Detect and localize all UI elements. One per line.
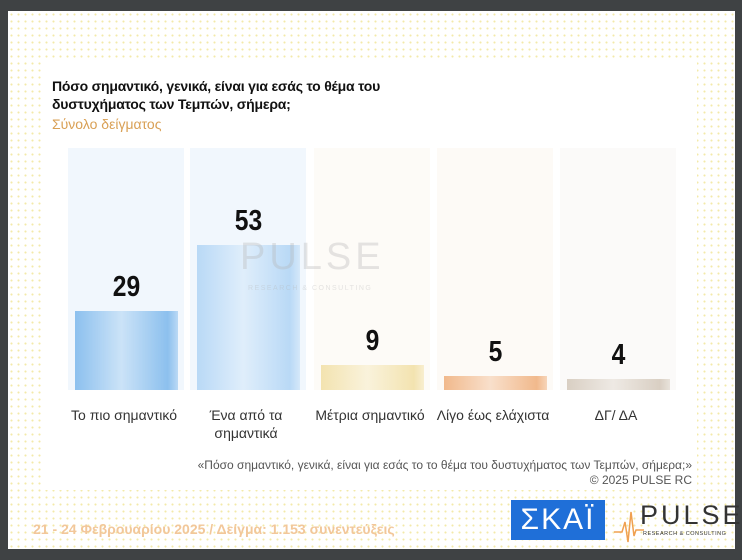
bar	[444, 376, 547, 390]
data-label: 4	[611, 339, 626, 372]
column-background	[560, 148, 676, 390]
pulse-wave-icon	[614, 511, 644, 543]
survey-dates-sample: 21 - 24 Φεβρουαρίου 2025 / Δείγμα: 1.153…	[33, 521, 395, 537]
data-label: 53	[234, 205, 263, 238]
data-label: 29	[112, 270, 141, 303]
data-label: 5	[488, 336, 503, 369]
bar	[75, 310, 178, 390]
watermark-logo: PULSE	[240, 236, 385, 278]
category-label: Ένα από τα σημαντικά	[209, 407, 283, 441]
watermark-tag: RESEARCH & CONSULTING	[248, 285, 373, 292]
category-label: Λίγο έως ελάχιστα	[436, 407, 550, 423]
pulse-logo-tag: RESEARCH & CONSULTING	[643, 531, 727, 537]
column-background	[437, 148, 553, 390]
pulse-logo: PULSE	[640, 500, 742, 530]
column-background	[314, 148, 430, 390]
chart-title: Πόσο σημαντικό, γενικά, είναι για εσάς τ…	[52, 78, 381, 112]
data-label: 9	[365, 325, 380, 358]
bar	[567, 379, 670, 390]
category-label: Μέτρια σημαντικό	[315, 407, 425, 423]
category-label: Το πιο σημαντικό	[71, 407, 177, 423]
skai-logo: ΣΚΑΪ	[511, 500, 605, 540]
category-label: ΔΓ/ ΔΑ	[594, 407, 638, 423]
question-quote: «Πόσο σημαντικό, γενικά, είναι για εσάς …	[197, 458, 692, 472]
chart-subtitle: Σύνολο δείγματος	[52, 116, 162, 132]
copyright: © 2025 PULSE RC	[589, 473, 692, 487]
bar	[197, 245, 300, 390]
bar	[321, 365, 424, 390]
